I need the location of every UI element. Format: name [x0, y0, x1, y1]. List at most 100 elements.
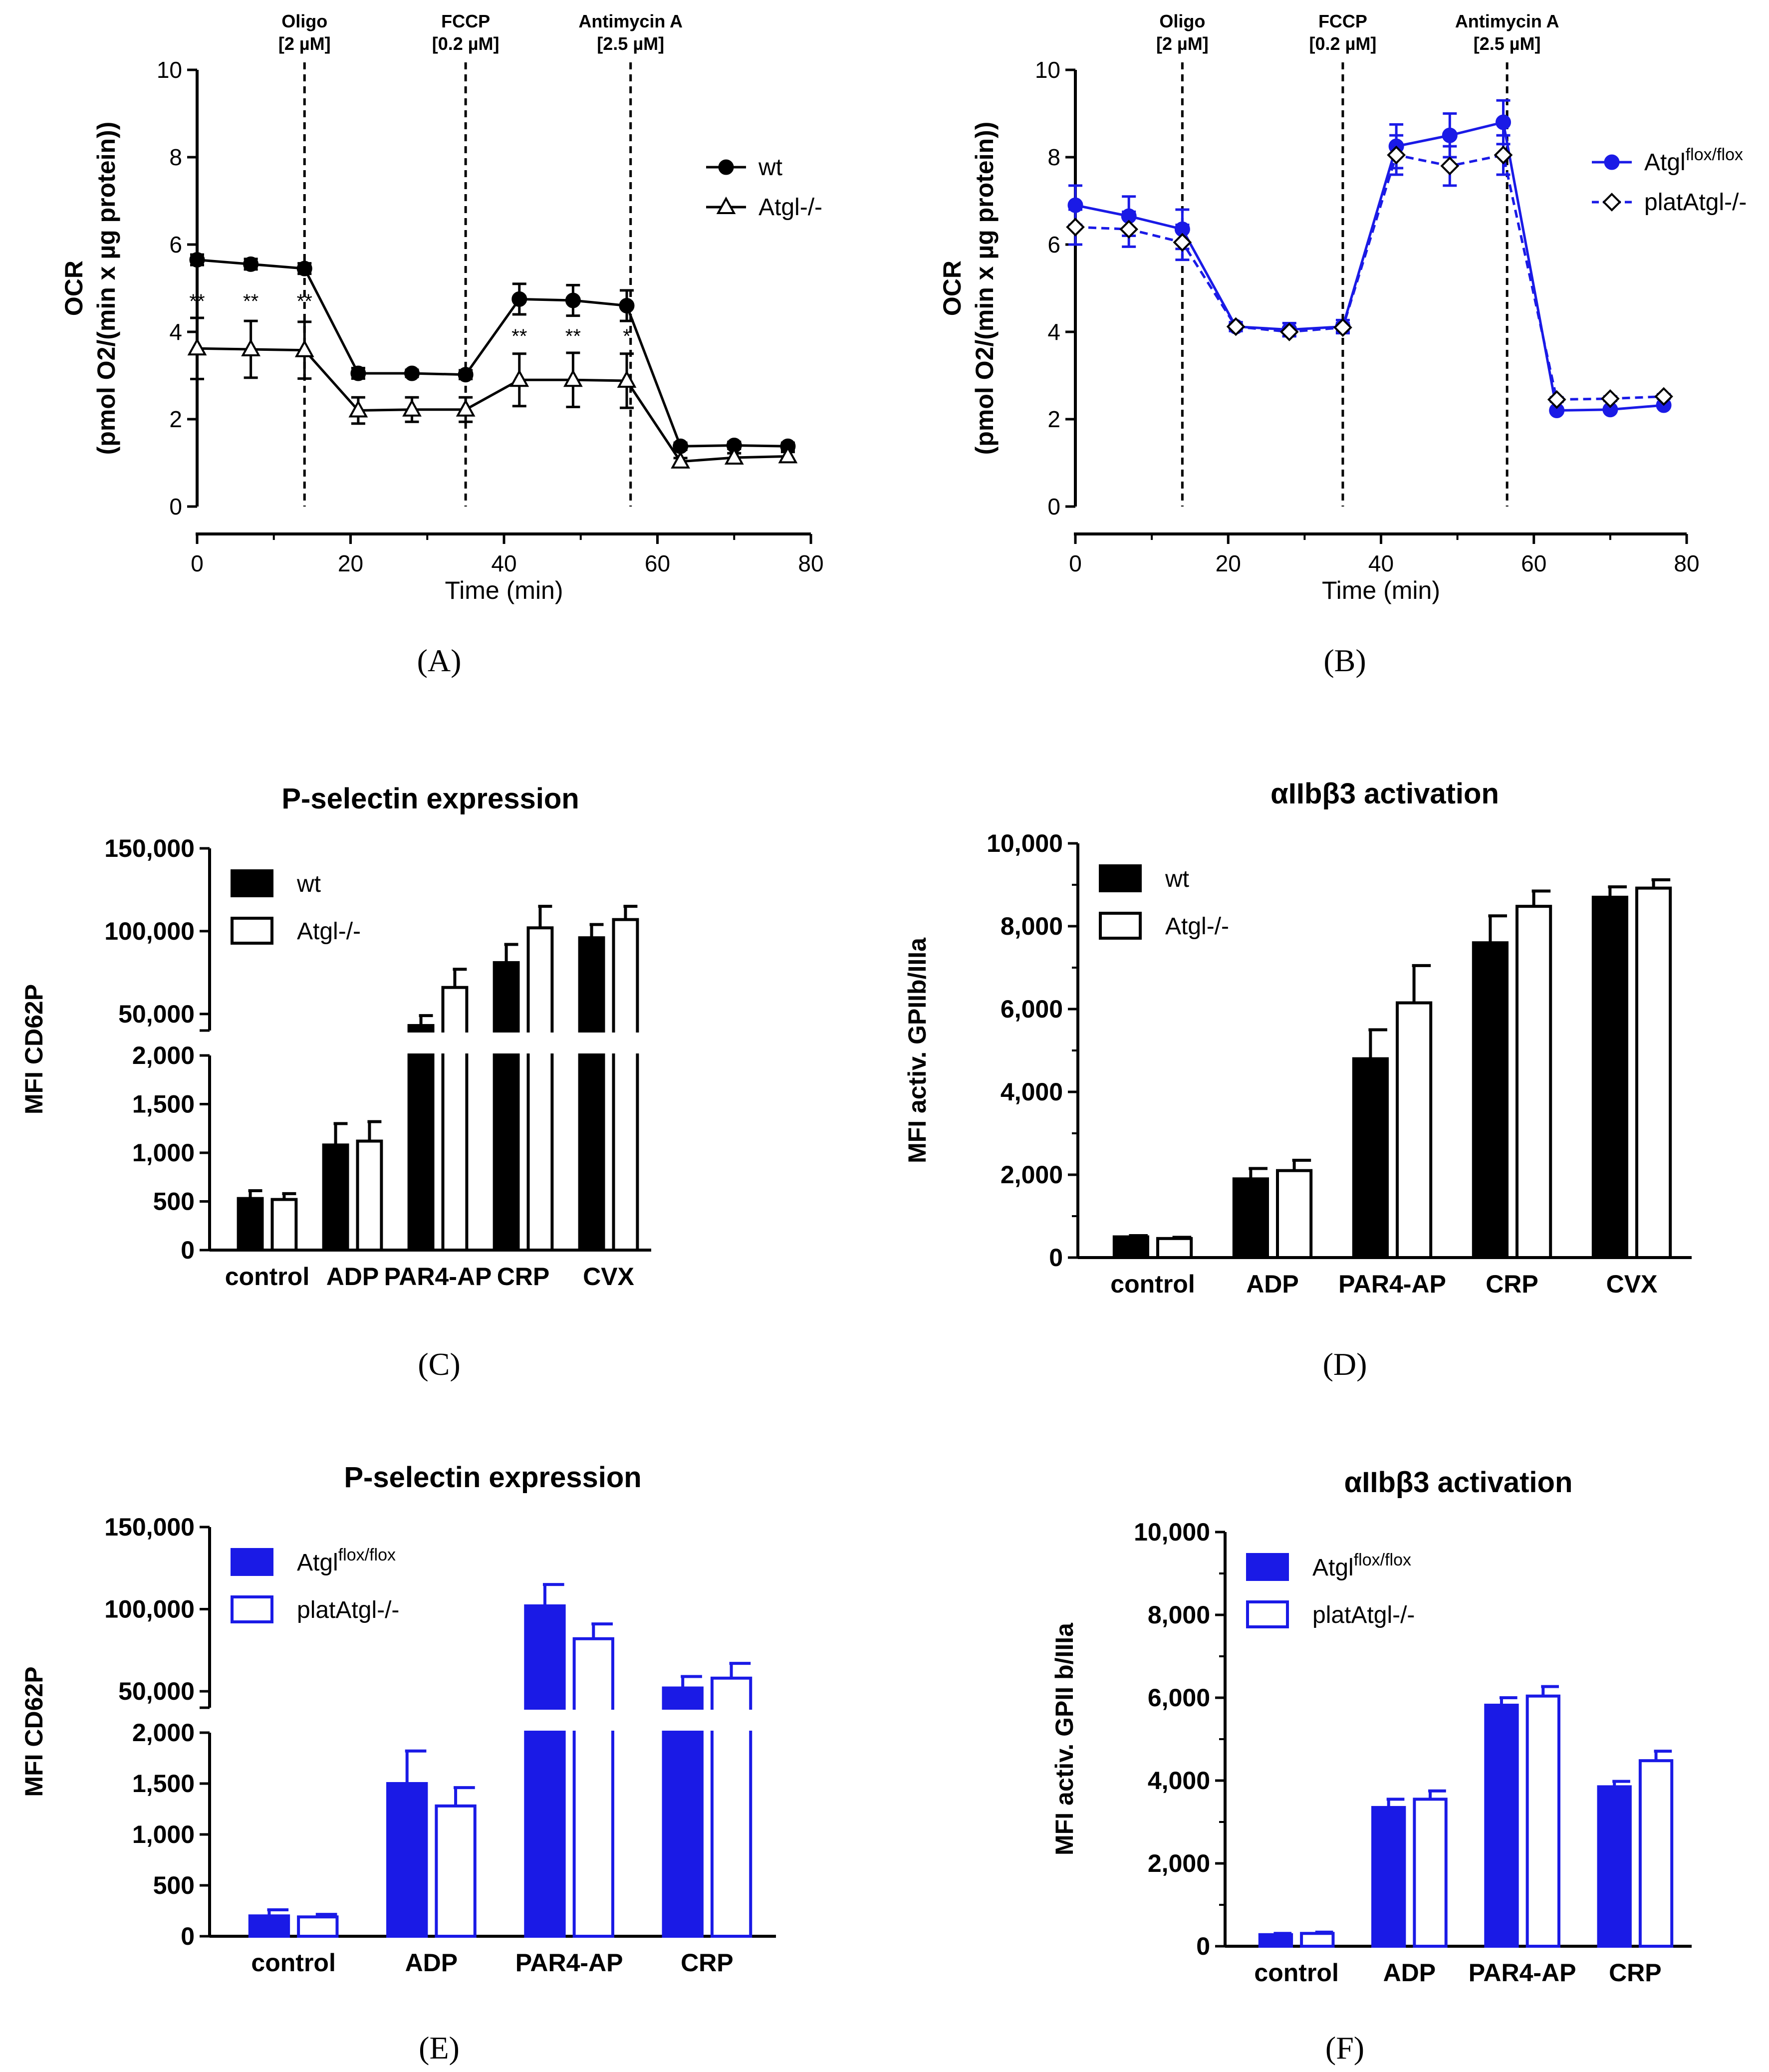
y-tick-label: 50,000	[118, 1677, 195, 1705]
y-tick-label: 8,000	[1001, 912, 1063, 940]
chart-title: αIIbβ3 activation	[1270, 777, 1499, 810]
bar-control-0	[237, 1197, 264, 1252]
x-axis-title: Time (min)	[445, 576, 563, 604]
y-tick-label: 2,000	[1001, 1161, 1063, 1189]
y-axis-title: MFI activ. GPIIb/IIIa	[903, 937, 931, 1163]
break-gap	[489, 1033, 557, 1053]
y-tick-label: 4	[1047, 319, 1060, 345]
series-line-0	[1075, 120, 1664, 412]
category-label: PAR4-AP	[515, 1949, 623, 1977]
y-tick-label: 8	[1047, 144, 1060, 170]
panel-label: (B)	[1323, 643, 1366, 678]
series-line-0	[197, 259, 788, 448]
data-point	[671, 451, 691, 469]
legend-label: platAtgl-/-	[1312, 1602, 1415, 1628]
category-label: PAR4-AP	[1338, 1270, 1446, 1298]
category-label: ADP	[405, 1949, 458, 1977]
y-tick-label: 10	[157, 57, 182, 83]
category-label: control	[251, 1949, 335, 1977]
y-tick-label: 1,500	[132, 1770, 195, 1798]
category-label: control	[1110, 1270, 1195, 1298]
y-tick-label: 2,000	[132, 1719, 195, 1747]
y-tick-label: 0	[1196, 1932, 1210, 1960]
bar-crp-1	[1638, 1759, 1674, 1948]
y-axis-title-2: (pmol O2/(min x µg protein))	[92, 122, 120, 455]
legend-label-main: Atgl	[1312, 1554, 1354, 1581]
category-label: control	[1254, 1959, 1338, 1987]
break-gap	[404, 1033, 472, 1053]
bar-cvx-1	[1635, 886, 1672, 1259]
data-point	[511, 291, 527, 307]
data-point	[509, 369, 529, 387]
bar-adp-1	[435, 1804, 477, 1938]
y-tick-label: 1,000	[132, 1820, 195, 1848]
chart-c: 0 500 1,000 1,500 2,000 50,000 100,000 150,000 c…	[20, 782, 651, 1382]
significance-mark: *	[623, 325, 631, 347]
legend-label-main: Atgl	[297, 1550, 338, 1576]
break-gap	[318, 1033, 387, 1053]
legend-marker	[1604, 154, 1620, 170]
treatment-label: Antimycin A	[1455, 11, 1559, 31]
data-point	[1333, 318, 1352, 337]
bar-control-0	[1112, 1235, 1150, 1259]
significance-mark: **	[511, 325, 527, 347]
significance-mark: **	[297, 290, 312, 312]
data-point	[294, 339, 314, 357]
bar-par4-ap-1	[441, 986, 469, 1252]
data-point	[1173, 233, 1192, 252]
data-point	[456, 399, 476, 417]
category-label: CRP	[1486, 1270, 1538, 1298]
break-gap	[383, 1710, 480, 1731]
significance-mark: **	[189, 290, 205, 312]
data-point	[404, 365, 420, 381]
y-axis-title: OCR	[60, 260, 88, 316]
legend-swatch	[1246, 1553, 1289, 1581]
break-gap	[658, 1710, 756, 1731]
legend-swatch	[231, 869, 273, 897]
bar-par4-ap-1	[1525, 1694, 1560, 1948]
category-label: CRP	[497, 1263, 550, 1291]
data-point	[1279, 322, 1299, 341]
bar-adp-1	[356, 1139, 383, 1252]
legend-label: Atgl-/-	[1165, 913, 1229, 940]
y-tick-label: 0	[1047, 494, 1060, 519]
legend-marker	[1602, 193, 1621, 212]
bar-adp-1	[1413, 1798, 1448, 1948]
category-label: ADP	[1246, 1270, 1299, 1298]
category-label: PAR4-AP	[384, 1263, 492, 1291]
bar-control-1	[1300, 1932, 1335, 1948]
panel-label: (C)	[418, 1346, 460, 1382]
y-tick-label: 0	[181, 1236, 195, 1264]
treatment-dose: [0.2 µM]	[1309, 33, 1377, 54]
legend-swatch	[1246, 1600, 1289, 1628]
legend-label: platAtgl-/-	[1644, 189, 1747, 216]
bar-par4-ap-0	[524, 1604, 566, 1938]
chart-title: P-selectin expression	[281, 782, 579, 815]
bar-par4-ap-0	[1352, 1057, 1389, 1260]
y-axis-title: MFI CD62P	[20, 984, 48, 1114]
y-tick-label: 2,000	[132, 1041, 195, 1069]
bar-control-0	[248, 1914, 290, 1938]
data-point	[619, 298, 635, 313]
bar-cvx-0	[578, 936, 605, 1252]
y-tick-label: 10,000	[1134, 1518, 1210, 1546]
y-tick-label: 0	[1049, 1244, 1063, 1272]
bar-control-1	[297, 1915, 339, 1938]
y-tick-label: 1,000	[132, 1139, 195, 1167]
y-tick-label: 4,000	[1001, 1078, 1063, 1106]
data-point	[241, 338, 261, 356]
data-point	[1654, 387, 1673, 406]
treatment-dose: [2.5 µM]	[1474, 33, 1541, 54]
data-point	[565, 292, 581, 308]
bar-adp-0	[322, 1143, 349, 1252]
chart-b: 0 2 4 6 8 10 0 20 40 60 80 Time (min) OCR (pmol O2/(m…	[938, 11, 1747, 678]
data-point	[1442, 127, 1458, 143]
bar-adp-0	[386, 1782, 428, 1938]
category-label: CRP	[1609, 1959, 1662, 1987]
y-tick-label: 4	[169, 319, 182, 345]
data-point	[778, 446, 798, 464]
y-tick-label: 500	[153, 1871, 195, 1899]
y-tick-label: 100,000	[104, 1595, 195, 1623]
bar-control-0	[1258, 1933, 1293, 1948]
y-tick-label: 100,000	[104, 917, 195, 945]
